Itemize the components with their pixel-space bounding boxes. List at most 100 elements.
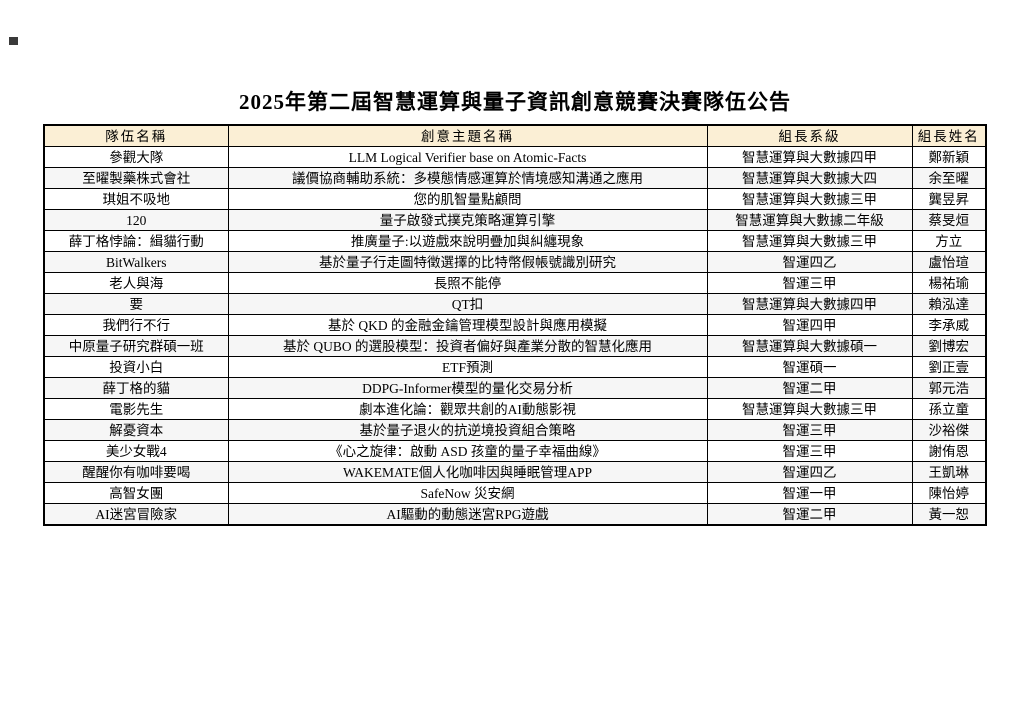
leader-dept-cell: 智運三甲 — [706, 272, 913, 294]
table-row: 電影先生 劇本進化論：觀眾共創的AI動態影視 智慧運算與大數據三甲 孫立童 — [43, 398, 987, 420]
topic-name-cell: 議價協商輔助系統：多模態情感運算於情境感知溝通之應用 — [227, 167, 708, 189]
topic-name-cell: 您的肌智量點顧問 — [227, 188, 708, 210]
leader-dept-cell: 智運四乙 — [706, 461, 913, 483]
header-topic-name: 創意主題名稱 — [227, 124, 708, 147]
topic-name-cell: ETF預測 — [227, 356, 708, 378]
table-row: 高智女團 SafeNow 災安網 智運一甲 陳怡婷 — [43, 482, 987, 504]
team-name-cell: 老人與海 — [43, 272, 229, 294]
table-row: 薛丁格的貓 DDPG-Informer模型的量化交易分析 智運二甲 郭元浩 — [43, 377, 987, 399]
leader-dept-cell: 智運四乙 — [706, 251, 913, 273]
table-row: 解憂資本 基於量子退火的抗逆境投資組合策略 智運三甲 沙裕傑 — [43, 419, 987, 441]
team-name-cell: 投資小白 — [43, 356, 229, 378]
leader-dept-cell: 智慧運算與大數據三甲 — [706, 398, 913, 420]
team-name-cell: BitWalkers — [43, 251, 229, 273]
leader-name-cell: 賴泓達 — [911, 293, 987, 315]
team-name-cell: 解憂資本 — [43, 419, 229, 441]
table-row: 醒醒你有咖啡要喝 WAKEMATE個人化咖啡因與睡眠管理APP 智運四乙 王凱琳 — [43, 461, 987, 483]
table-row: 我們行不行 基於 QKD 的金融金鑰管理模型設計與應用模擬 智運四甲 李承威 — [43, 314, 987, 336]
table-row: 中原量子研究群碩一班 基於 QUBO 的選股模型：投資者偏好與產業分散的智慧化應用… — [43, 335, 987, 357]
topic-name-cell: 長照不能停 — [227, 272, 708, 294]
leader-dept-cell: 智運三甲 — [706, 440, 913, 462]
team-name-cell: 要 — [43, 293, 229, 315]
topic-name-cell: 推廣量子:以遊戲來說明疊加與糾纏現象 — [227, 230, 708, 252]
leader-name-cell: 余至曜 — [911, 167, 987, 189]
team-name-cell: AI迷宮冒險家 — [43, 503, 229, 526]
table-row: 美少女戰4 《心之旋律：啟動 ASD 孩童的量子幸福曲線》 智運三甲 謝侑恩 — [43, 440, 987, 462]
leader-dept-cell: 智運二甲 — [706, 503, 913, 526]
table-row: 投資小白 ETF預測 智運碩一 劉正壹 — [43, 356, 987, 378]
topic-name-cell: 劇本進化論：觀眾共創的AI動態影視 — [227, 398, 708, 420]
topic-name-cell: 基於 QUBO 的選股模型：投資者偏好與產業分散的智慧化應用 — [227, 335, 708, 357]
page-title: 2025年第二屆智慧運算與量子資訊創意競賽決賽隊伍公告 — [239, 90, 791, 114]
leader-name-cell: 龔昱昇 — [911, 188, 987, 210]
topic-name-cell: QT扣 — [227, 293, 708, 315]
leader-name-cell: 盧怡瑄 — [911, 251, 987, 273]
leader-dept-cell: 智運二甲 — [706, 377, 913, 399]
table-row: AI迷宮冒險家 AI驅動的動態迷宮RPG遊戲 智運二甲 黃一恕 — [43, 503, 987, 526]
leader-dept-cell: 智慧運算與大數據碩一 — [706, 335, 913, 357]
leader-name-cell: 謝侑恩 — [911, 440, 987, 462]
team-name-cell: 120 — [43, 209, 229, 231]
leader-dept-cell: 智運四甲 — [706, 314, 913, 336]
table-row: 要 QT扣 智慧運算與大數據四甲 賴泓達 — [43, 293, 987, 315]
table-header: 隊伍名稱 創意主題名稱 組長系級 組長姓名 — [43, 124, 987, 147]
leader-name-cell: 鄭新穎 — [911, 146, 987, 168]
leader-name-cell: 楊祐瑜 — [911, 272, 987, 294]
topic-name-cell: WAKEMATE個人化咖啡因與睡眠管理APP — [227, 461, 708, 483]
topic-name-cell: 基於 QKD 的金融金鑰管理模型設計與應用模擬 — [227, 314, 708, 336]
team-name-cell: 我們行不行 — [43, 314, 229, 336]
leader-dept-cell: 智運一甲 — [706, 482, 913, 504]
leader-name-cell: 沙裕傑 — [911, 419, 987, 441]
leader-dept-cell: 智慧運算與大數據大四 — [706, 167, 913, 189]
topic-name-cell: 《心之旋律：啟動 ASD 孩童的量子幸福曲線》 — [227, 440, 708, 462]
leader-name-cell: 郭元浩 — [911, 377, 987, 399]
leader-name-cell: 王凱琳 — [911, 461, 987, 483]
leader-name-cell: 李承威 — [911, 314, 987, 336]
leader-name-cell: 黃一恕 — [911, 503, 987, 526]
topic-name-cell: 基於量子退火的抗逆境投資組合策略 — [227, 419, 708, 441]
table-row: 120 量子啟發式撲克策略運算引擎 智慧運算與大數據二年級 蔡旻烜 — [43, 209, 987, 231]
table-body: 參觀大隊 LLM Logical Verifier base on Atomic-… — [43, 146, 987, 526]
header-team-name: 隊伍名稱 — [43, 124, 229, 147]
leader-dept-cell: 智運碩一 — [706, 356, 913, 378]
team-name-cell: 美少女戰4 — [43, 440, 229, 462]
team-name-cell: 琪姐不吸地 — [43, 188, 229, 210]
team-name-cell: 至曜製藥株式會社 — [43, 167, 229, 189]
topic-name-cell: 量子啟發式撲克策略運算引擎 — [227, 209, 708, 231]
leader-dept-cell: 智慧運算與大數據三甲 — [706, 188, 913, 210]
leader-name-cell: 孫立童 — [911, 398, 987, 420]
team-name-cell: 參觀大隊 — [43, 146, 229, 168]
topic-name-cell: 基於量子行走圖特徵選擇的比特幣假帳號識別研究 — [227, 251, 708, 273]
team-name-cell: 電影先生 — [43, 398, 229, 420]
table-row: 琪姐不吸地 您的肌智量點顧問 智慧運算與大數據三甲 龔昱昇 — [43, 188, 987, 210]
leader-name-cell: 方立 — [911, 230, 987, 252]
leader-dept-cell: 智慧運算與大數據四甲 — [706, 293, 913, 315]
leader-dept-cell: 智慧運算與大數據四甲 — [706, 146, 913, 168]
topic-name-cell: AI驅動的動態迷宮RPG遊戲 — [227, 503, 708, 526]
leader-dept-cell: 智運三甲 — [706, 419, 913, 441]
team-name-cell: 薛丁格悖論：緝貓行動 — [43, 230, 229, 252]
topic-name-cell: LLM Logical Verifier base on Atomic-Fact… — [227, 146, 708, 168]
leader-dept-cell: 智慧運算與大數據三甲 — [706, 230, 913, 252]
team-name-cell: 高智女團 — [43, 482, 229, 504]
header-leader-dept: 組長系級 — [706, 124, 913, 147]
leader-name-cell: 劉正壹 — [911, 356, 987, 378]
topic-name-cell: DDPG-Informer模型的量化交易分析 — [227, 377, 708, 399]
header-row: 隊伍名稱 創意主題名稱 組長系級 組長姓名 — [43, 124, 987, 147]
leader-name-cell: 蔡旻烜 — [911, 209, 987, 231]
table-row: 老人與海 長照不能停 智運三甲 楊祐瑜 — [43, 272, 987, 294]
leader-name-cell: 陳怡婷 — [911, 482, 987, 504]
team-name-cell: 薛丁格的貓 — [43, 377, 229, 399]
leader-name-cell: 劉博宏 — [911, 335, 987, 357]
leader-dept-cell: 智慧運算與大數據二年級 — [706, 209, 913, 231]
topic-name-cell: SafeNow 災安網 — [227, 482, 708, 504]
team-name-cell: 醒醒你有咖啡要喝 — [43, 461, 229, 483]
teams-table: 隊伍名稱 創意主題名稱 組長系級 組長姓名 參觀大隊 LLM Logical Ve… — [43, 124, 987, 526]
table-row: BitWalkers 基於量子行走圖特徵選擇的比特幣假帳號識別研究 智運四乙 盧怡瑄 — [43, 251, 987, 273]
table-row: 參觀大隊 LLM Logical Verifier base on Atomic-… — [43, 146, 987, 168]
scan-artifact-mark — [9, 37, 18, 45]
table-row: 薛丁格悖論：緝貓行動 推廣量子:以遊戲來說明疊加與糾纏現象 智慧運算與大數據三甲 方立 — [43, 230, 987, 252]
header-leader-name: 組長姓名 — [911, 124, 987, 147]
team-name-cell: 中原量子研究群碩一班 — [43, 335, 229, 357]
